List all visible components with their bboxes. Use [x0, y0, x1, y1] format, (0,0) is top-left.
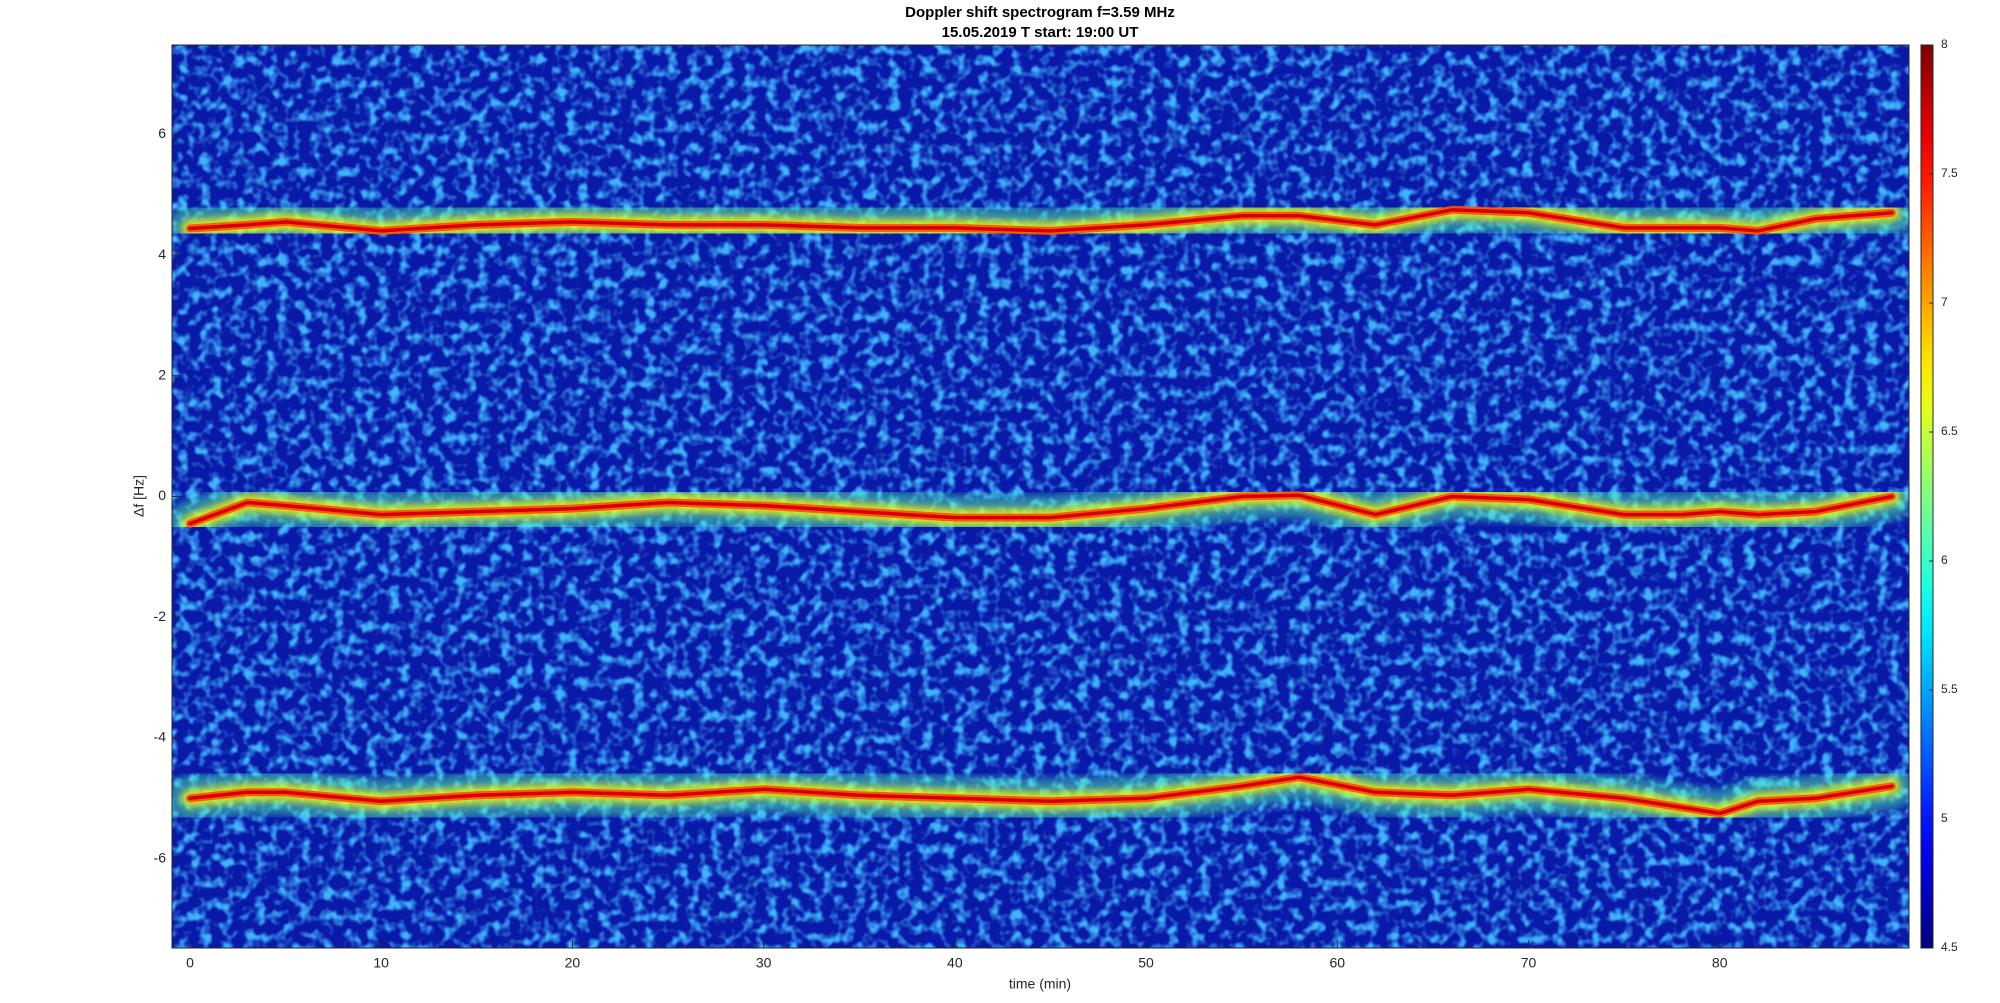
y-tick-label: 0: [158, 487, 166, 503]
chart-subtitle: 15.05.2019 T start: 19:00 UT: [942, 24, 1139, 41]
x-tick-label: 0: [186, 955, 194, 971]
bands: [172, 186, 1909, 837]
colorbar-tick-label: 6.5: [1941, 424, 1958, 438]
colorbar: [1920, 44, 1934, 949]
x-tick-label: 40: [947, 955, 963, 971]
colorbar-tick-label: 6: [1941, 553, 1948, 567]
x-tick-label: 50: [1138, 955, 1154, 971]
x-tick-label: 70: [1521, 955, 1537, 971]
colorbar-tick-label: 7.5: [1941, 166, 1958, 180]
colorbar-tick-label: 7: [1941, 295, 1948, 309]
x-tick-label: 10: [373, 955, 389, 971]
y-tick-label: 6: [158, 125, 166, 141]
colorbar-tick-label: 4.5: [1941, 940, 1958, 954]
x-tick-label: 30: [756, 955, 772, 971]
y-tick-label: -6: [154, 849, 167, 865]
x-tick-label: 20: [565, 955, 581, 971]
colorbar-tick-label: 8: [1941, 37, 1948, 51]
colorbar-tick-label: 5.5: [1941, 682, 1958, 696]
band-core: [188, 775, 1894, 816]
y-tick-label: 2: [158, 366, 166, 382]
y-tick-label: -4: [154, 729, 167, 745]
band-core: [188, 208, 1894, 233]
x-tick-label: 80: [1712, 955, 1728, 971]
y-axis-label: Δf [Hz]: [131, 475, 147, 517]
x-axis-label: time (min): [1009, 976, 1071, 992]
colorbar-tick-label: 5: [1941, 811, 1948, 825]
x-tick-label: 60: [1329, 955, 1345, 971]
y-tick-label: -2: [154, 608, 167, 624]
chart-title: Doppler shift spectrogram f=3.59 MHz: [905, 4, 1175, 21]
y-tick-label: 4: [158, 246, 166, 262]
band-core: [188, 493, 1894, 526]
